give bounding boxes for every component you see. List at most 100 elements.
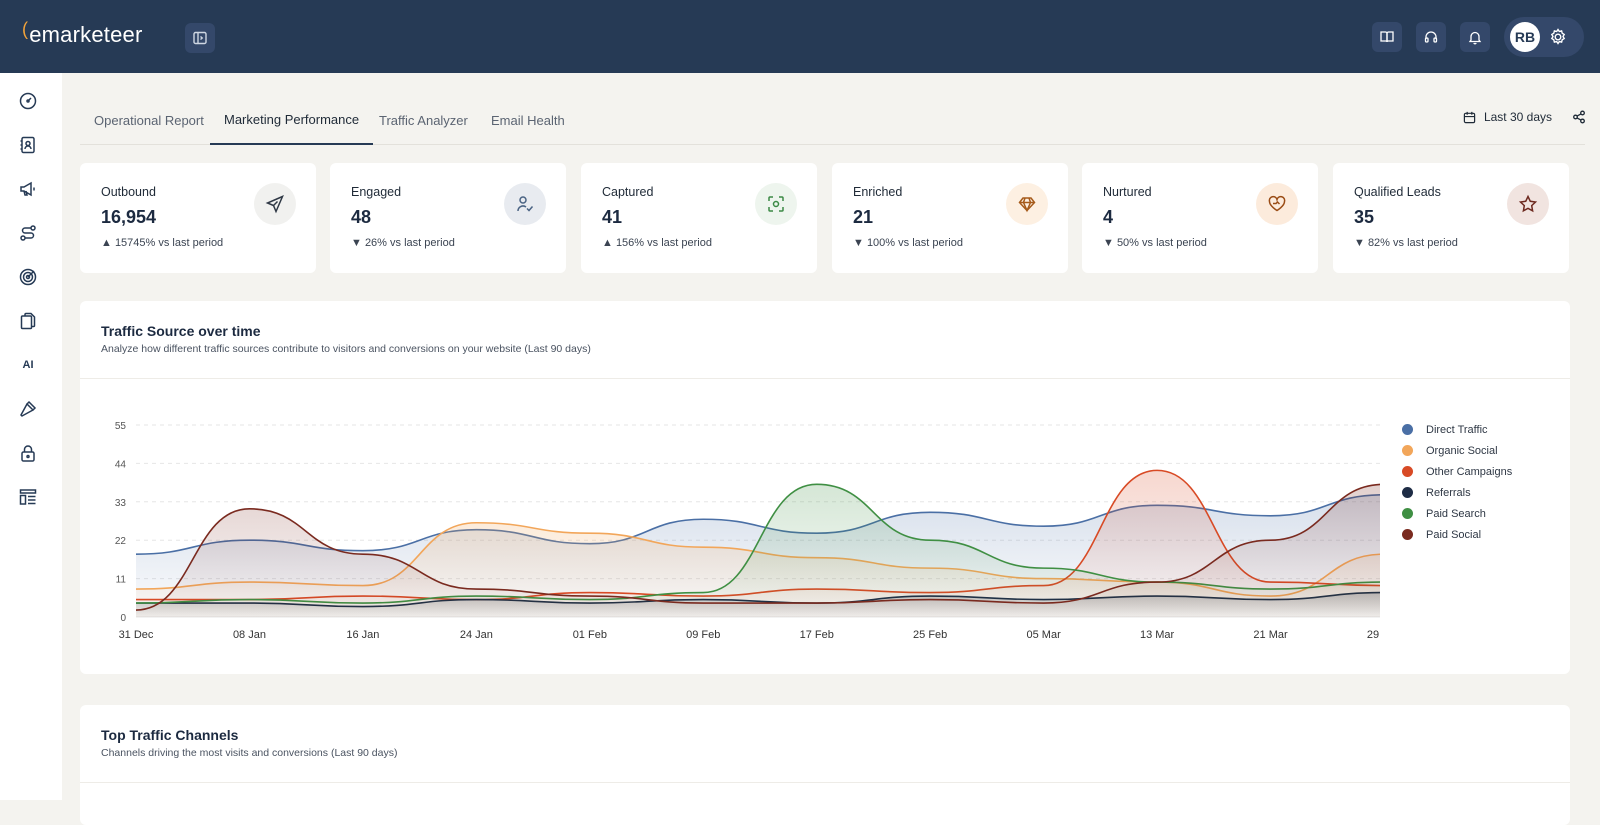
headset-icon	[1424, 30, 1438, 43]
x-tick-label: 21 Mar	[1253, 629, 1288, 641]
legend-label: Paid Search	[1426, 507, 1486, 520]
legend-label: Direct Traffic	[1426, 423, 1488, 436]
legend-item[interactable]: Paid Search	[1402, 503, 1512, 524]
kpi-card-qualified-leads[interactable]: Qualified Leads 35 ▼ 82% vs last period	[1333, 163, 1569, 273]
sidebar-item-ai[interactable]: AI	[22, 359, 34, 371]
star-icon	[1518, 194, 1538, 213]
sidebar-item-contacts[interactable]	[17, 134, 39, 156]
tab-marketing-performance[interactable]: Marketing Performance	[210, 95, 374, 145]
main-content: Operational Report Marketing Performance…	[64, 81, 1600, 825]
megaphone-icon	[20, 181, 35, 197]
bell-icon	[1468, 31, 1482, 44]
x-tick-label: 24 Jan	[460, 629, 493, 641]
kpi-label: Captured	[602, 185, 654, 199]
logo-mark: (	[22, 18, 29, 39]
sidebar-item-tools[interactable]	[17, 398, 39, 420]
logo-text: emarketeer	[29, 22, 143, 47]
sidebar-item-content[interactable]	[17, 310, 39, 332]
legend-dot	[1402, 445, 1413, 456]
send-icon	[265, 195, 284, 214]
kpi-badge	[254, 183, 296, 225]
support-button[interactable]	[1416, 21, 1446, 52]
card-title: Traffic Source over time	[101, 323, 261, 339]
x-tick-label: 08 Jan	[233, 629, 266, 641]
sidebar-item-dashboard[interactable]	[17, 90, 39, 112]
kpi-value: 4	[1103, 207, 1114, 227]
kpi-card-engaged[interactable]: Engaged 48 ▼ 26% vs last period	[330, 163, 566, 273]
legend-item[interactable]: Direct Traffic	[1402, 419, 1512, 440]
top-bar: ( emarketeer RB	[0, 0, 1600, 73]
x-tick-label: 17 Feb	[800, 629, 834, 641]
kpi-cards: Outbound 16,954 ▲ 15745% vs last period …	[80, 163, 1570, 273]
kpi-value: 35	[1354, 207, 1375, 227]
scan-icon	[768, 196, 784, 212]
tab-operational-report[interactable]: Operational Report	[94, 112, 204, 128]
avatar[interactable]: RB	[1510, 21, 1540, 52]
date-range-controls: Last 30 days	[1463, 95, 1586, 139]
traffic-source-chart[interactable]: 0 11 22 33 44 55 31 Dec 08 Jan 16 Jan 24 Jan 01 Fe…	[80, 301, 1380, 674]
settings-button[interactable]	[1548, 27, 1568, 47]
kpi-card-outbound[interactable]: Outbound 16,954 ▲ 15745% vs last period	[80, 163, 316, 273]
kpi-badge	[1256, 183, 1298, 225]
kpi-card-captured[interactable]: Captured 41 ▲ 156% vs last period	[581, 163, 817, 273]
kpi-delta: ▼ 100% vs last period	[853, 237, 963, 249]
y-tick-label: 55	[115, 421, 127, 432]
report-tabs: Operational Report Marketing Performance…	[80, 95, 1585, 145]
legend-item[interactable]: Organic Social	[1402, 440, 1512, 461]
sidebar-item-campaigns[interactable]	[17, 178, 39, 200]
sidebar-item-goals[interactable]	[17, 266, 39, 288]
kpi-label: Qualified Leads	[1354, 185, 1441, 199]
sidebar-item-journeys[interactable]	[17, 222, 39, 244]
date-range-picker[interactable]	[1463, 111, 1476, 124]
card-title: Top Traffic Channels	[101, 727, 239, 743]
kpi-delta: ▼ 82% vs last period	[1354, 237, 1458, 249]
book-icon	[1380, 30, 1394, 42]
tab-traffic-analyzer[interactable]: Traffic Analyzer	[379, 112, 468, 128]
y-tick-label: 22	[115, 536, 127, 547]
legend-item[interactable]: Referrals	[1402, 482, 1512, 503]
kpi-badge	[1006, 183, 1048, 225]
kpi-label: Engaged	[351, 185, 402, 199]
dashboard-icon	[19, 92, 37, 110]
kpi-card-enriched[interactable]: Enriched 21 ▼ 100% vs last period	[832, 163, 1068, 273]
user-check-icon	[517, 196, 534, 212]
share-icon	[1573, 110, 1585, 124]
tab-email-health[interactable]: Email Health	[491, 112, 565, 128]
legend-item[interactable]: Paid Social	[1402, 524, 1512, 545]
card-divider	[80, 378, 1570, 379]
legend-item[interactable]: Other Campaigns	[1402, 461, 1512, 482]
notifications-button[interactable]	[1460, 21, 1490, 52]
legend-label: Organic Social	[1426, 444, 1498, 457]
sidebar-toggle-icon	[193, 31, 207, 45]
kpi-card-nurtured[interactable]: Nurtured 4 ▼ 50% vs last period	[1082, 163, 1318, 273]
y-tick-label: 0	[120, 613, 126, 624]
sidebar: AI	[0, 73, 62, 800]
user-menu[interactable]: RB	[1504, 16, 1584, 57]
lock-icon	[21, 445, 35, 462]
docs-button[interactable]	[1372, 21, 1402, 52]
traffic-source-card: Traffic Source over time Analyze how dif…	[80, 301, 1570, 674]
contacts-icon	[20, 136, 35, 154]
routes-icon	[20, 225, 36, 241]
date-range-label[interactable]: Last 30 days	[1483, 110, 1552, 124]
card-subtitle: Channels driving the most visits and con…	[101, 747, 398, 759]
series-area	[136, 484, 1380, 617]
legend-label: Other Campaigns	[1426, 465, 1513, 478]
top-traffic-channels-card: Top Traffic Channels Channels driving th…	[80, 705, 1570, 825]
share-button[interactable]	[1572, 110, 1586, 124]
calendar-icon	[1463, 111, 1476, 123]
files-icon	[20, 312, 36, 330]
kpi-label: Enriched	[853, 185, 903, 199]
heart-handshake-icon	[1268, 195, 1286, 212]
kpi-value: 41	[602, 207, 623, 227]
y-tick-label: 33	[115, 498, 127, 509]
kpi-value: 48	[351, 207, 372, 227]
sidebar-item-layout[interactable]	[17, 486, 39, 508]
sidebar-toggle-button[interactable]	[185, 23, 215, 53]
x-tick-label: 29 Mar	[1367, 629, 1380, 641]
sidebar-item-security[interactable]	[17, 442, 39, 464]
app-logo[interactable]: ( emarketeer	[22, 18, 143, 48]
kpi-label: Outbound	[101, 185, 156, 199]
x-tick-label: 13 Mar	[1140, 629, 1175, 641]
kpi-label: Nurtured	[1103, 185, 1152, 199]
